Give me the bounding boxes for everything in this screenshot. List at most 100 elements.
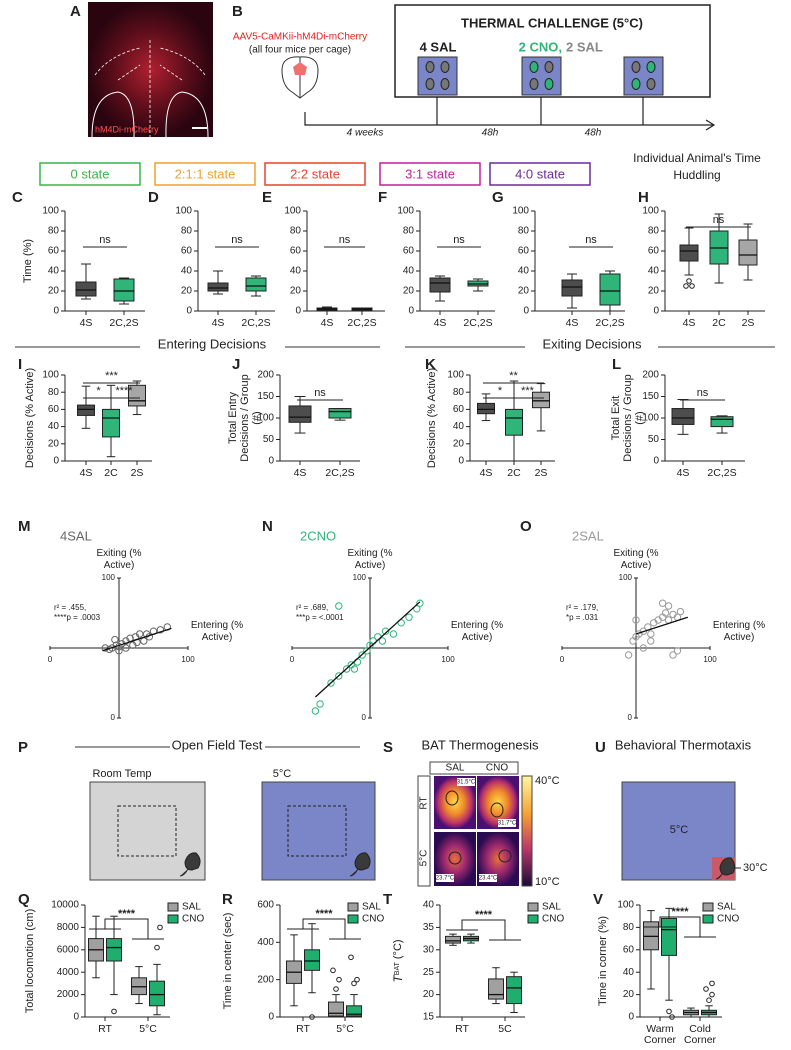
outlier <box>666 1008 672 1015</box>
y-tick-label: 60 <box>518 246 530 257</box>
x-tick-label: 2C <box>507 467 521 479</box>
mouse-icon <box>631 61 641 73</box>
x-tick-label: RT <box>98 1023 112 1035</box>
box <box>738 239 758 266</box>
state-label: 4:0 state <box>515 166 565 181</box>
box <box>506 976 522 1005</box>
panel-letter: T <box>383 891 392 908</box>
y-tick-label: 20 <box>423 989 435 1000</box>
x-tick-label: 4S <box>676 467 690 479</box>
roi <box>448 851 462 865</box>
box <box>75 281 97 297</box>
panel-letter: J <box>232 356 240 373</box>
legend-swatch <box>527 914 539 924</box>
cage <box>623 56 664 96</box>
panel-letter: L <box>612 356 621 373</box>
box <box>488 978 504 1000</box>
outlier <box>348 954 354 961</box>
temp-label: 23.7°C <box>436 876 455 882</box>
box <box>505 408 523 436</box>
y-tick-label: 100 <box>512 206 529 217</box>
y-axis-title: Total Exit Decisions / Group (#) <box>610 374 646 462</box>
thermal-row: RT <box>419 796 430 809</box>
thermal-column: CNO <box>486 763 508 774</box>
panel-letter: A <box>70 3 81 20</box>
y-tick-label: 100 <box>397 206 414 217</box>
y-tick-label: 20 <box>623 989 635 1000</box>
y-tick-label: 40 <box>48 266 60 277</box>
cages <box>417 56 664 96</box>
chart-title: 2SAL <box>572 528 604 543</box>
y-axis-title: Exiting (% Active) <box>613 548 659 571</box>
y-tick-label: 15 <box>423 1012 435 1023</box>
significance-label: *** <box>105 370 119 382</box>
outlier <box>709 991 715 998</box>
x-tick-label: RT <box>296 1023 310 1035</box>
point <box>639 644 648 652</box>
panel-letter: R <box>222 891 233 908</box>
fit-stat: r² = .455, <box>54 603 86 612</box>
box <box>661 917 677 956</box>
x-tick-label: 2C,2S <box>109 317 139 329</box>
y-tick-label: 60 <box>48 404 60 415</box>
x-tick-label: 2S <box>130 467 144 479</box>
panel-letter: V <box>593 891 603 908</box>
mouse-icon <box>631 78 641 90</box>
significance-label: **** <box>671 906 689 918</box>
fit-line <box>314 601 421 698</box>
x-tick-label: Cold Corner <box>683 1023 717 1046</box>
roi <box>498 849 512 863</box>
point <box>136 630 144 638</box>
outlier <box>354 976 360 983</box>
point <box>381 627 390 635</box>
temp-label: 31.5°C <box>457 780 476 786</box>
section-title: Entering Decisions <box>158 336 267 351</box>
y-axis-title: T BAT (°C) <box>383 911 413 1011</box>
y-tick-label: 0 <box>628 713 633 722</box>
significance-bracket <box>446 919 521 941</box>
significance-label: ns <box>339 234 351 246</box>
y-tick-label: 20 <box>403 286 415 297</box>
point <box>335 602 343 610</box>
y-tick-label: 200 <box>257 974 274 985</box>
mouse-icon <box>544 78 554 90</box>
y-tick-label: 40 <box>453 421 465 432</box>
histology-image <box>88 2 213 137</box>
group-label: 2 SAL <box>566 39 603 54</box>
panel-letter: N <box>262 518 273 535</box>
virus-label: AAV5-CaMKii-hM4Di-mCherry <box>233 32 367 43</box>
legend-swatch <box>702 914 714 924</box>
point <box>115 647 123 655</box>
outlier <box>669 1014 675 1020</box>
outlier <box>309 1014 315 1020</box>
x-tick-label: 4S <box>682 317 696 329</box>
mouse-icon <box>425 61 435 73</box>
y-tick-label: 150 <box>257 391 274 402</box>
significance-label: **** <box>315 908 333 920</box>
chart-title: 4SAL <box>60 528 92 543</box>
timeline-label: 48h <box>585 128 602 139</box>
x-tick-label: RT <box>455 1023 469 1035</box>
box <box>561 279 583 297</box>
panel-letter: O <box>520 518 532 535</box>
y-tick-label: 100 <box>617 900 634 911</box>
panel-letter: S <box>383 739 393 756</box>
point <box>316 700 324 708</box>
timeline-label: 48h <box>482 128 499 139</box>
y-tick-label: 40 <box>48 421 60 432</box>
box <box>245 277 267 292</box>
corner-label: 30°C <box>743 862 768 874</box>
temp-tag <box>479 874 497 882</box>
section-title: Behavioral Thermotaxis <box>615 737 752 752</box>
outlier <box>351 980 357 987</box>
box <box>77 404 95 416</box>
span: BAT <box>394 962 401 976</box>
mouse-icon <box>529 61 539 73</box>
x-axis-title: Entering (% Active) <box>712 620 766 643</box>
y-tick-label: 40 <box>290 266 302 277</box>
box <box>207 282 229 292</box>
significance-label: ns <box>697 387 709 399</box>
y-tick-label: 10000 <box>51 900 79 911</box>
y-tick-label: 100 <box>175 206 192 217</box>
section-title: Exiting Decisions <box>543 336 642 351</box>
